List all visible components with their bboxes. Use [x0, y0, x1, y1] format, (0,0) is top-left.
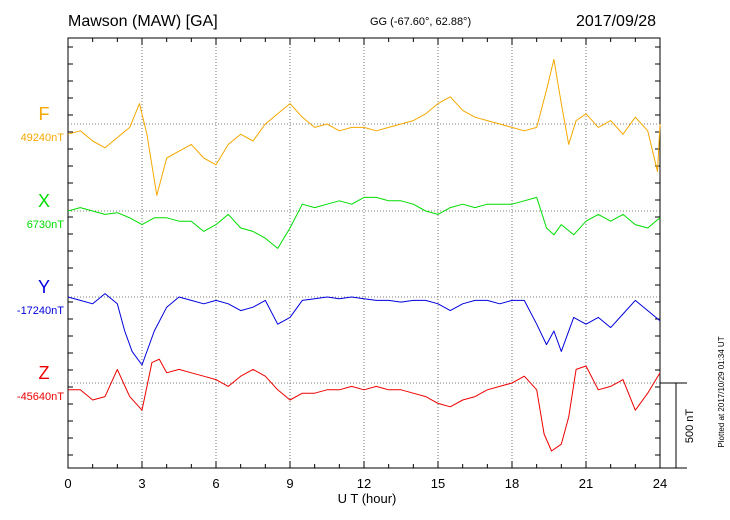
x-tick-label: 6: [212, 476, 219, 491]
baseline-label-z: -45640nT: [17, 391, 64, 403]
x-tick-label: 3: [138, 476, 145, 491]
date-label: 2017/09/28: [576, 13, 656, 30]
baseline-label-f: 49240nT: [21, 132, 65, 144]
series-name-z: Z: [39, 363, 50, 383]
x-tick-label: 24: [653, 476, 667, 491]
baseline-label-y: -17240nT: [17, 305, 64, 317]
x-tick-label: 15: [431, 476, 445, 491]
trace-z: [68, 358, 661, 452]
scale-bar: 500 nT: [660, 382, 696, 469]
baseline-label-x: 6730nT: [27, 219, 65, 231]
x-axis-title: U T (hour): [338, 491, 397, 506]
plotted-timestamp: Plotted at 2017/10/29 01:34 UT: [717, 336, 726, 447]
chart-title: Mawson (MAW) [GA]: [68, 13, 218, 30]
x-tick-label: 9: [286, 476, 293, 491]
trace-x: [67, 196, 661, 249]
traces-layer: [67, 58, 661, 452]
trace-y: [67, 293, 661, 366]
trace-f: [67, 58, 661, 196]
x-tick-label: 12: [357, 476, 371, 491]
labels-layer: 0 3 6 9 12 15 18 21 24 F 49240nT X 6730nT Y -17240nT Z -…: [17, 104, 667, 491]
x-tick-label: 18: [505, 476, 519, 491]
x-tick-label: 21: [579, 476, 593, 491]
series-name-y: Y: [38, 277, 50, 297]
x-tick-label: 0: [64, 476, 71, 491]
grid-layer: [67, 38, 661, 468]
series-name-x: X: [38, 191, 50, 211]
coordinates-label: GG (-67.60°, 62.88°): [370, 16, 471, 28]
scale-bar-label: 500 nT: [684, 409, 696, 444]
series-name-f: F: [39, 104, 50, 124]
